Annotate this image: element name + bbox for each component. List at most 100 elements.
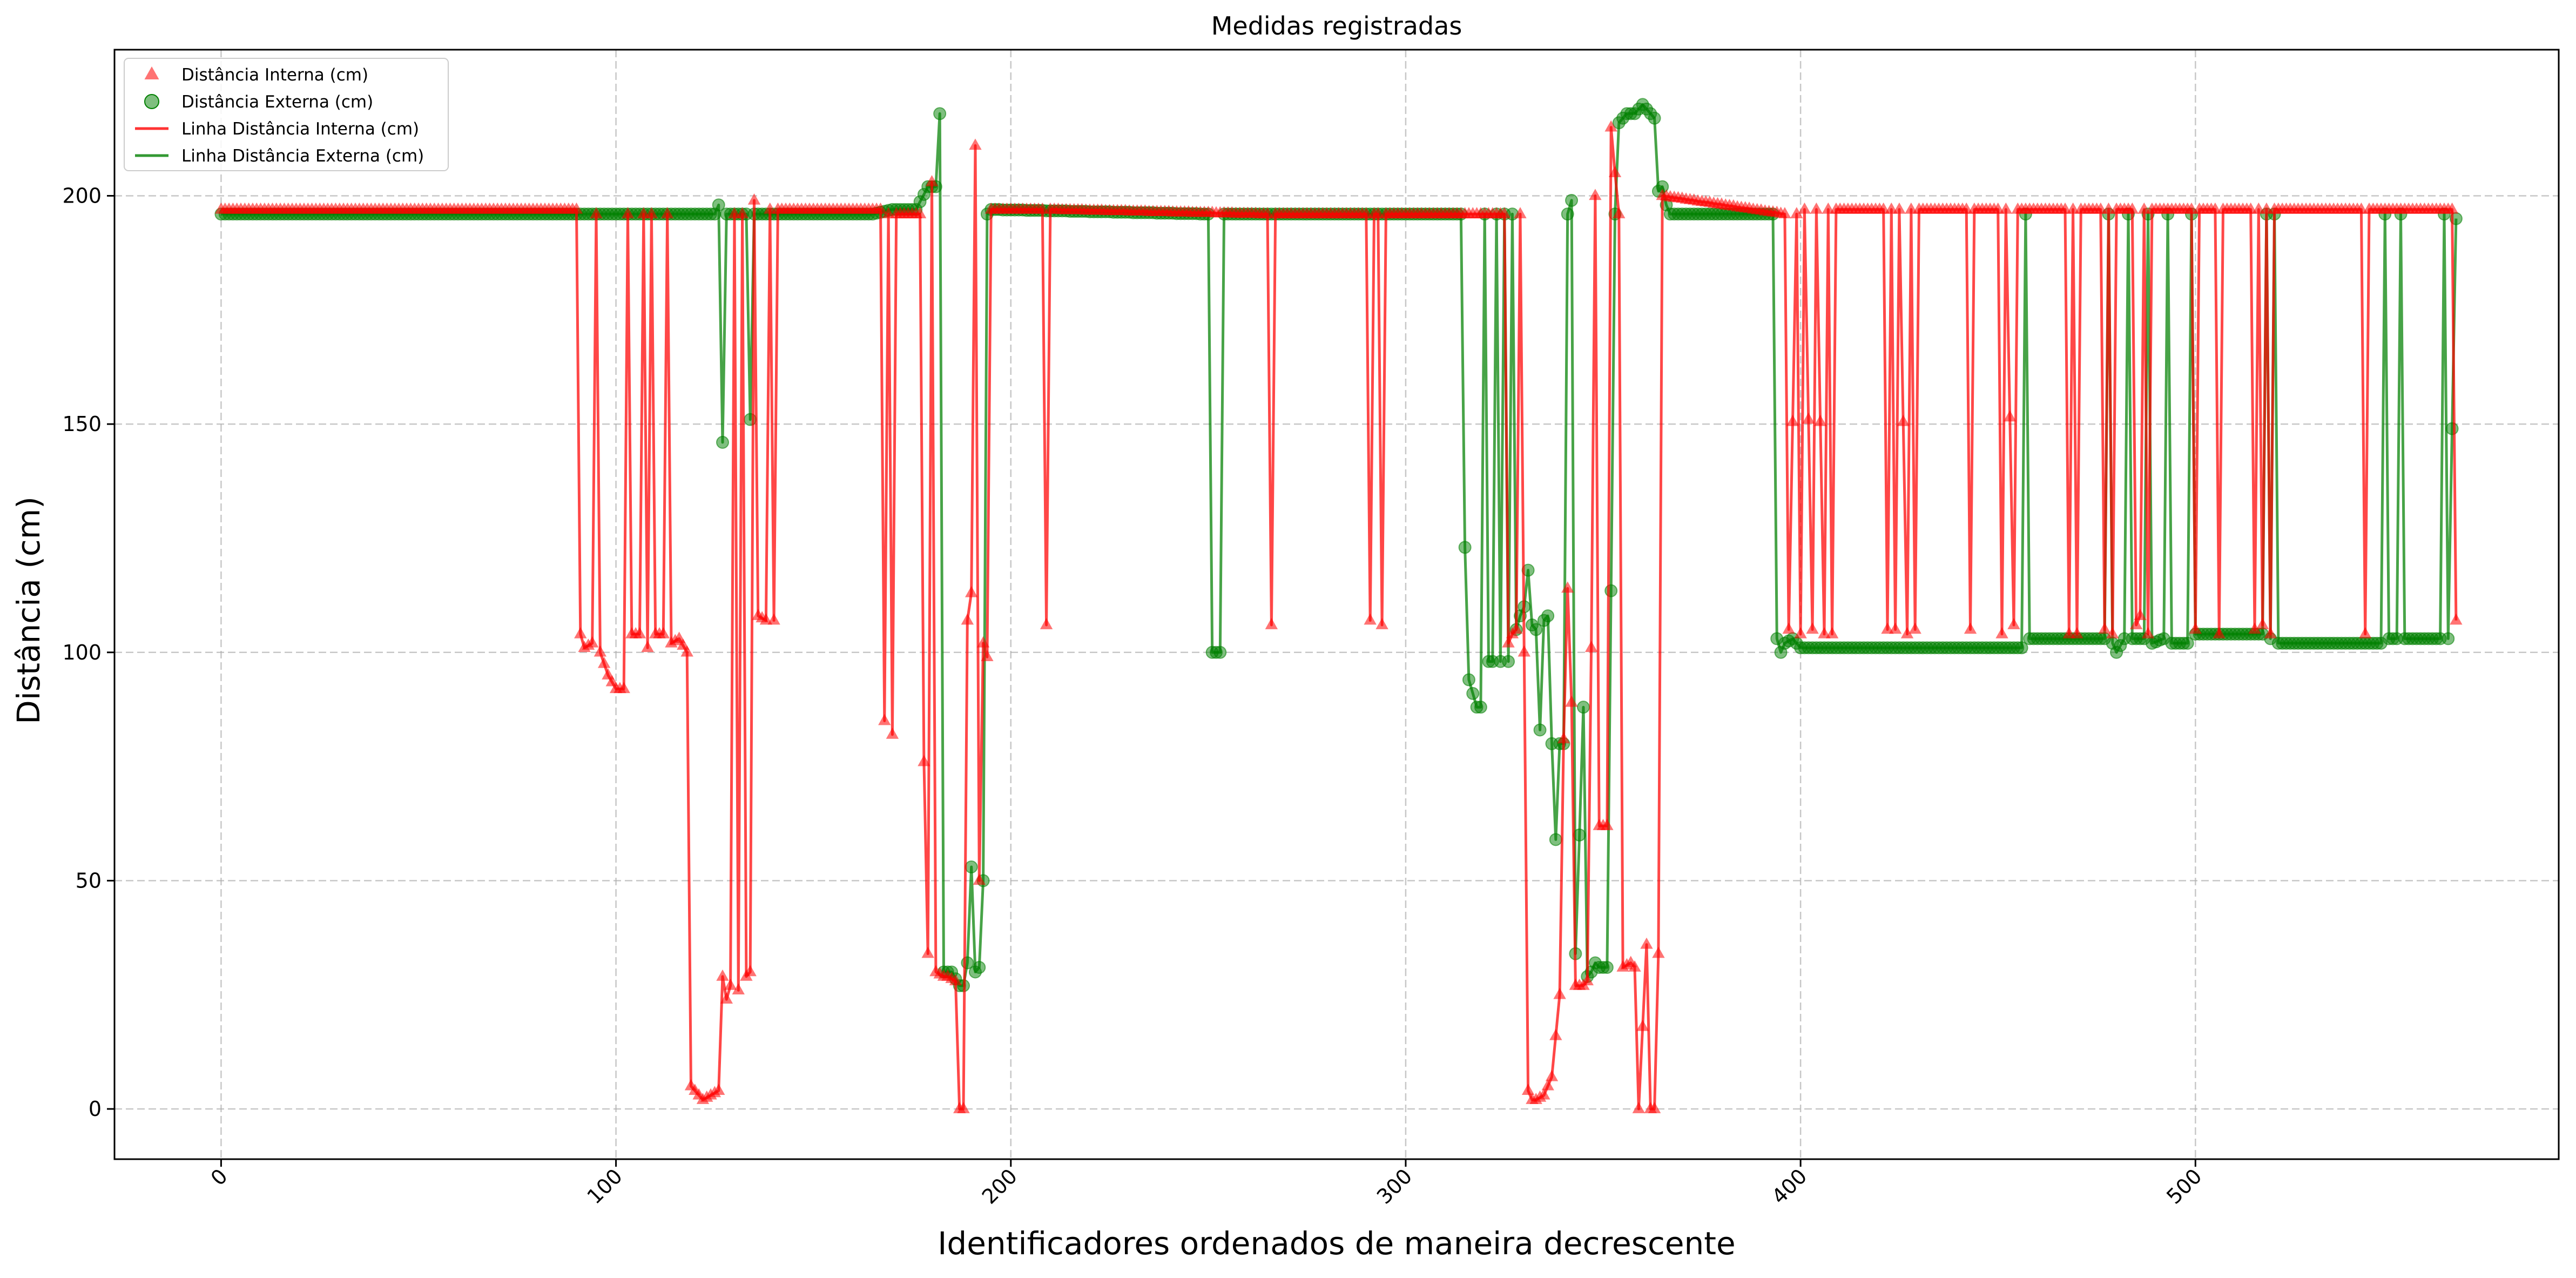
x-axis-label: Identificadores ordenados de maneira dec… [938, 1225, 1735, 1262]
y-tick-label: 100 [62, 641, 102, 664]
data-point [878, 714, 891, 725]
data-point [918, 755, 930, 766]
data-point [1040, 618, 1053, 629]
data-point [712, 198, 725, 212]
data-point [1581, 974, 1594, 986]
data-point [680, 645, 693, 657]
data-point [2126, 202, 2139, 214]
data-point [1265, 618, 1278, 629]
data-point [1810, 202, 1823, 214]
data-point [965, 586, 978, 597]
data-point [716, 969, 729, 981]
data-point [2256, 618, 2269, 629]
data-point [1502, 636, 1515, 648]
data-point [1584, 641, 1598, 653]
data-point [1900, 627, 1914, 638]
data-point [973, 873, 986, 885]
data-point [2359, 627, 2372, 638]
data-point [2264, 627, 2277, 638]
data-point [1549, 833, 1562, 846]
y-axis-label: Distância (cm) [10, 496, 47, 724]
legend-label: Linha Distância Externa (cm) [181, 146, 424, 166]
data-point [1794, 627, 1807, 638]
data-point [1521, 1084, 1535, 1095]
data-point [1364, 613, 1377, 625]
data-point [732, 983, 745, 995]
data-point [973, 960, 986, 974]
data-point [586, 636, 599, 648]
data-point [1541, 1079, 1554, 1091]
chart-title: Medidas registradas [1211, 11, 1462, 41]
data-point [1576, 701, 1590, 714]
series [214, 98, 2463, 1113]
data-point [2134, 609, 2147, 620]
data-point [1613, 207, 1626, 219]
data-point [2071, 627, 2083, 638]
data-point [1893, 202, 1906, 214]
legend-entry: Linha Distância Externa (cm) [135, 146, 424, 166]
data-point [2003, 410, 2017, 422]
data-point [1529, 623, 1543, 636]
data-point [2129, 618, 2143, 629]
y-tick-label: 150 [62, 412, 102, 436]
data-point [574, 627, 587, 638]
data-point [1778, 207, 1791, 219]
legend-entry: Distância Externa (cm) [144, 92, 373, 112]
data-point [633, 627, 646, 638]
data-point [933, 107, 947, 120]
data-point [2445, 422, 2459, 435]
data-point [724, 978, 737, 990]
data-point [1632, 1102, 1646, 1113]
data-point [1458, 541, 1472, 554]
data-point [1474, 701, 1487, 714]
data-point [976, 636, 990, 648]
y-tick-label: 50 [76, 869, 102, 892]
data-point [1375, 618, 1388, 629]
data-point [1514, 207, 1527, 219]
data-point [736, 207, 749, 219]
data-point [1648, 111, 1661, 125]
data-point [712, 1084, 725, 1095]
data-point [720, 992, 733, 1004]
data-point [2007, 618, 2020, 629]
data-point [1995, 627, 2008, 638]
data-point [594, 645, 607, 657]
data-point [2098, 622, 2111, 634]
data-point [2141, 627, 2155, 638]
data-point [913, 207, 927, 219]
data-point [1786, 414, 1799, 426]
data-point [1628, 960, 1641, 972]
data-point [2248, 622, 2261, 634]
series-interna [214, 120, 2463, 1113]
legend-label: Distância Externa (cm) [181, 92, 373, 112]
data-point [2106, 627, 2119, 638]
data-point [716, 435, 730, 449]
data-point [1466, 687, 1480, 700]
legend-swatch [144, 94, 159, 109]
data-point [2213, 627, 2226, 638]
data-point [981, 650, 994, 662]
data-point [1813, 414, 1827, 426]
data-point [1798, 202, 1811, 214]
data-point [886, 727, 899, 739]
legend-label: Distância Interna (cm) [181, 65, 368, 85]
data-point [965, 860, 978, 874]
legend-label: Linha Distância Interna (cm) [181, 119, 419, 139]
data-point [617, 682, 630, 694]
data-point [1213, 645, 1227, 659]
data-point [1652, 946, 1665, 958]
data-point [1640, 937, 1653, 949]
data-point [1909, 622, 1921, 634]
data-point [597, 656, 611, 668]
data-point [1565, 695, 1578, 707]
data-point [1573, 828, 1586, 842]
data-point [961, 613, 974, 625]
data-point [1502, 655, 1515, 668]
legend-entry: Distância Interna (cm) [144, 65, 368, 85]
data-point [957, 1102, 970, 1113]
data-point [645, 207, 658, 219]
data-point [1608, 166, 1622, 178]
y-tick-label: 0 [89, 1097, 102, 1121]
data-point [1509, 622, 1523, 634]
